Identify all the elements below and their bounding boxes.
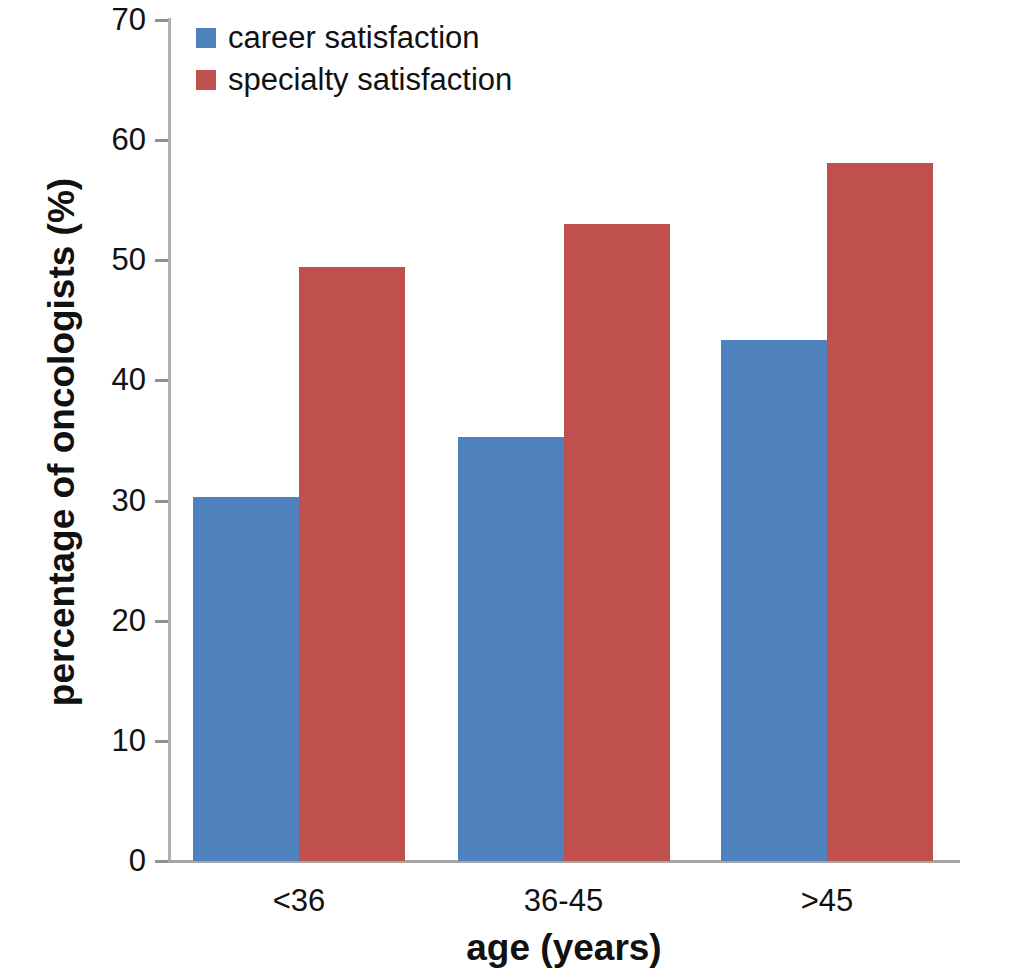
bar-specialty-satisfaction-2 [827, 163, 933, 861]
y-axis-tick [155, 740, 168, 743]
y-axis-line [168, 18, 171, 863]
y-axis-tick [155, 259, 168, 262]
y-axis-tick-label: 10 [56, 722, 146, 760]
bar-career-satisfaction-1 [458, 437, 564, 861]
y-axis-tick-label: 70 [56, 1, 146, 39]
y-axis-tick [155, 19, 168, 22]
y-axis-tick [155, 379, 168, 382]
y-axis-tick [155, 620, 168, 623]
y-axis-tick [155, 860, 168, 863]
x-category-label: >45 [717, 882, 937, 920]
bar-specialty-satisfaction-0 [299, 267, 405, 861]
legend-swatch-specialty-satisfaction [196, 70, 216, 90]
y-axis-tick-label: 60 [56, 121, 146, 159]
y-axis-tick-label: 0 [56, 842, 146, 880]
bar-career-satisfaction-0 [193, 497, 299, 861]
bar-career-satisfaction-2 [721, 340, 827, 861]
x-category-label: <36 [189, 882, 409, 920]
legend-item-career-satisfaction: career satisfaction [196, 18, 512, 58]
legend: career satisfaction specialty satisfactio… [196, 18, 512, 102]
y-axis-tick-label: 30 [56, 482, 146, 520]
x-category-label: 36-45 [454, 882, 674, 920]
y-axis-tick [155, 500, 168, 503]
bar-chart-figure: percentage of oncologists (%) career sat… [0, 0, 1014, 976]
y-axis-tick [155, 139, 168, 142]
legend-label: career satisfaction [228, 20, 480, 56]
legend-label: specialty satisfaction [228, 62, 512, 98]
bar-specialty-satisfaction-1 [564, 224, 670, 861]
x-axis-title: age (years) [363, 926, 765, 970]
y-axis-title: percentage of oncologists (%) [39, 142, 85, 742]
y-axis-tick-label: 50 [56, 241, 146, 279]
y-axis-tick-label: 20 [56, 602, 146, 640]
y-axis-tick-label: 40 [56, 361, 146, 399]
legend-item-specialty-satisfaction: specialty satisfaction [196, 60, 512, 100]
legend-swatch-career-satisfaction [196, 28, 216, 48]
